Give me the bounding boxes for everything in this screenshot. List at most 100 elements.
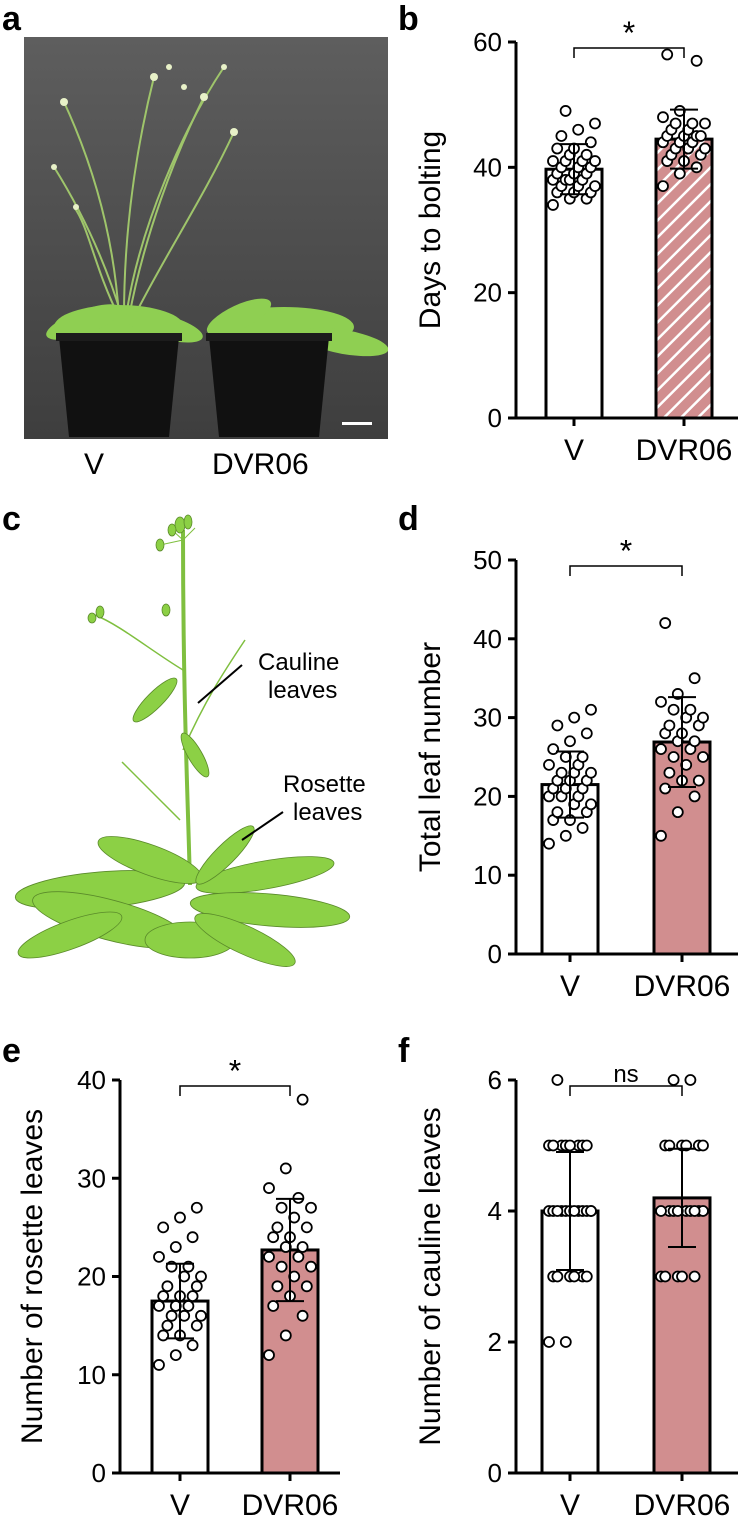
data-point [551, 806, 564, 819]
y-tick-label: 0 [488, 1458, 502, 1488]
panel-letter-c: c [2, 500, 21, 538]
data-point [580, 727, 593, 740]
data-point [667, 1074, 680, 1086]
y-tick-label: 2 [488, 1327, 502, 1357]
data-point [584, 136, 597, 149]
data-point [655, 695, 667, 708]
data-point [684, 1074, 697, 1086]
data-point [568, 711, 581, 724]
y-tick-label: 50 [473, 545, 502, 575]
y-axis-label: Total leaf number [414, 642, 447, 872]
arabidopsis-illustration: Cauline leaves Rosette leaves [14, 514, 366, 967]
data-point [688, 735, 701, 748]
y-tick-label: 30 [77, 1163, 106, 1193]
data-point [559, 105, 572, 117]
data-point [195, 1309, 207, 1322]
data-point [551, 1205, 564, 1217]
significance-label: ns [613, 1061, 638, 1088]
data-point [659, 1270, 672, 1283]
x-tick-label: V [560, 970, 580, 1003]
data-point [153, 1359, 165, 1371]
data-point [572, 123, 585, 136]
data-point [543, 837, 555, 850]
data-point [279, 1329, 292, 1342]
cauline-label-line2: leaves [268, 677, 337, 704]
photo-label-v: V [84, 448, 105, 481]
data-point [564, 735, 576, 748]
data-point [305, 1201, 317, 1214]
data-point [263, 1349, 275, 1362]
y-tick-label: 20 [473, 781, 502, 811]
data-point [580, 148, 593, 161]
significance-bracket [573, 47, 685, 58]
data-point [694, 130, 707, 142]
data-point [699, 142, 711, 155]
data-point [267, 1231, 280, 1244]
y-tick-label: 0 [92, 1458, 106, 1488]
rosette-label-line1: Rosette [283, 771, 366, 798]
data-point [697, 1139, 709, 1152]
y-tick-label: 0 [488, 939, 502, 969]
chart-rosette-leaves: 0 10 20 30 40 Number of rosette leaves V DVR06 * [16, 1060, 340, 1522]
data-point [169, 1241, 182, 1253]
x-tick-label: V [170, 1489, 190, 1522]
data-point [543, 1336, 555, 1348]
data-point [673, 167, 686, 180]
data-point [186, 1290, 199, 1303]
data-point [688, 790, 701, 803]
chart-days-to-bolting: 0 20 40 60 Days to bolting V DVR06 * [414, 20, 738, 467]
x-tick-label: DVR06 [636, 434, 733, 467]
y-tick-label: 0 [488, 403, 502, 433]
data-point [655, 829, 667, 842]
data-point [161, 1319, 174, 1332]
data-point [585, 703, 597, 716]
data-point [661, 48, 674, 61]
data-point [580, 1139, 593, 1152]
data-point [296, 1309, 309, 1322]
data-point [564, 1139, 576, 1152]
data-point [263, 1250, 275, 1263]
data-point [153, 1300, 165, 1312]
data-point [671, 806, 684, 819]
data-point [547, 155, 559, 167]
data-point [657, 111, 669, 124]
data-point [186, 1231, 199, 1244]
data-point [157, 1290, 170, 1303]
data-point [585, 766, 597, 779]
y-tick-label: 20 [473, 278, 502, 308]
data-point [589, 155, 601, 167]
data-point [692, 774, 705, 787]
data-point [547, 199, 559, 211]
data-point [186, 1339, 199, 1352]
data-point [169, 1349, 182, 1362]
y-tick-label: 60 [473, 27, 502, 57]
photo-label-dvr06: DVR06 [212, 448, 309, 481]
data-point [551, 719, 564, 732]
data-point [300, 1280, 313, 1293]
data-point [568, 1270, 581, 1283]
data-point [190, 1201, 203, 1214]
data-point [667, 703, 680, 716]
data-point [279, 1162, 292, 1175]
data-point [275, 1260, 288, 1273]
rosette-label-line2: leaves [293, 799, 362, 826]
data-point [655, 743, 667, 756]
y-axis-label: Number of rosette leaves [16, 1109, 49, 1444]
significance-bracket [569, 1085, 683, 1096]
y-tick-label: 6 [488, 1065, 502, 1095]
panel-letter-f: f [398, 1032, 410, 1070]
data-point [663, 766, 676, 779]
data-point [165, 1309, 178, 1322]
significance-label: * [623, 20, 635, 51]
data-point [690, 54, 703, 67]
x-tick-label: DVR06 [634, 970, 731, 1003]
data-point [688, 672, 701, 685]
data-point [559, 1336, 572, 1348]
data-point [190, 1280, 203, 1293]
data-point [296, 1241, 309, 1253]
data-point [555, 130, 568, 142]
y-axis-label: Number of cauline leaves [414, 1107, 447, 1446]
data-point [271, 1280, 284, 1293]
plant-photo [24, 37, 388, 439]
data-point [659, 782, 672, 795]
